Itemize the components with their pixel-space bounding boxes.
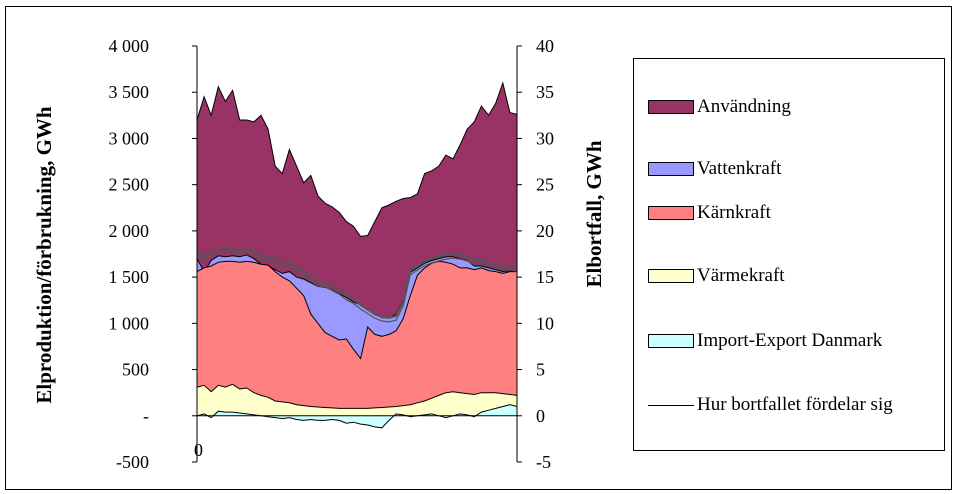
right-tick-label: 15 — [536, 267, 554, 287]
right-tick-label: 30 — [536, 128, 554, 148]
legend-swatch-anvandning — [648, 100, 694, 114]
legend-label-bortfall: Hur bortfallet fördelar sig — [697, 394, 893, 415]
left-tick-label: 500 — [122, 360, 149, 380]
legend-label-varmekraft: Värmekraft — [697, 265, 785, 286]
right-tick-label: 10 — [536, 313, 554, 333]
chart-area — [5, 6, 952, 490]
area-outline-anvandning — [196, 81, 518, 237]
right-tick-label: 0 — [536, 406, 545, 426]
y-axis-title: Elproduktion/förbrukning, GWh — [32, 106, 56, 404]
right-tick-label: 20 — [536, 221, 554, 241]
x-tick-label: 0 — [194, 440, 203, 460]
left-tick-label: 4 000 — [109, 36, 150, 56]
legend-swatch-varmekraft — [648, 269, 694, 283]
legend-item-bortfall: Hur bortfallet fördelar sig — [648, 392, 907, 417]
legend-item-vattenkraft: Vattenkraft — [648, 157, 781, 181]
legend-swatch-karnkraft — [648, 206, 694, 220]
area-outline-varmekraft — [196, 383, 518, 409]
legend-item-anvandning: Användning — [648, 95, 791, 119]
series-line-bortfall — [196, 247, 518, 319]
series-line-bortfall-lower — [196, 251, 518, 323]
left-tick-label: - — [143, 406, 149, 426]
legend-swatch-vattenkraft — [648, 162, 694, 176]
left-tick-label: 2 500 — [109, 175, 150, 195]
area-karnkraft — [197, 261, 517, 416]
right-tick-label: 5 — [536, 360, 545, 380]
legend-item-import-export: Import-Export Danmark — [648, 329, 882, 353]
right-tick-label: 40 — [536, 36, 554, 56]
legend-line-bortfall — [648, 405, 694, 406]
legend-label-anvandning: Användning — [697, 96, 791, 117]
right-tick-label: -5 — [536, 452, 551, 472]
legend-swatch-import-export — [648, 334, 694, 348]
legend-label-import-export: Import-Export Danmark — [697, 330, 883, 351]
area-outline-karnkraft — [196, 260, 517, 360]
right-tick-label: 35 — [536, 82, 554, 102]
left-tick-label: -500 — [116, 452, 149, 472]
legend-label-vattenkraft: Vattenkraft — [697, 158, 782, 179]
legend-label-karnkraft: Kärnkraft — [697, 202, 771, 223]
y2-axis-title: Elbortfall, GWh — [582, 140, 606, 287]
left-tick-label: 2 000 — [109, 221, 150, 241]
right-tick-label: 25 — [536, 175, 554, 195]
left-tick-label: 3 500 — [109, 82, 150, 102]
plot-layer — [196, 81, 518, 429]
left-tick-label: 3 000 — [109, 128, 150, 148]
legend: Användning Vattenkraft Kärnkraft Värmekr… — [633, 58, 945, 451]
legend-item-karnkraft: Kärnkraft — [648, 201, 771, 225]
left-tick-label: 1 000 — [109, 313, 150, 333]
left-tick-label: 1 500 — [109, 267, 150, 287]
area-outline-import-export — [196, 404, 518, 429]
area-varmekraft — [197, 384, 517, 416]
legend-item-varmekraft: Värmekraft — [648, 264, 785, 288]
